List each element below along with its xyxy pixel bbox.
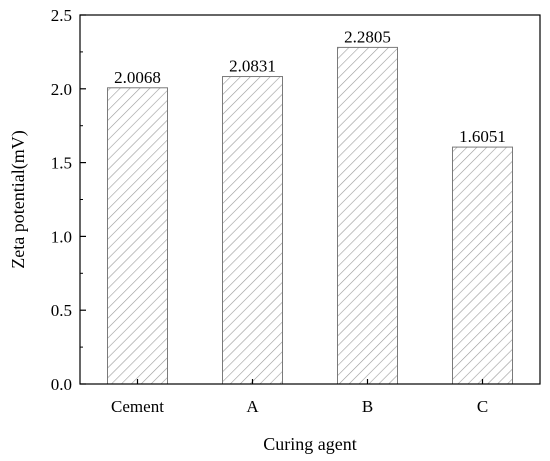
- bar-c: [452, 146, 513, 385]
- x-tick-label: Cement: [111, 397, 164, 416]
- data-label-cement: 2.0068: [114, 68, 161, 87]
- y-tick-label: 0.0: [51, 375, 72, 394]
- y-tick-label: 2.5: [51, 6, 72, 25]
- data-label-b: 2.2805: [344, 27, 391, 46]
- y-tick-label: 1.5: [51, 154, 72, 173]
- y-tick-label: 2.0: [51, 80, 72, 99]
- y-tick-label: 0.5: [51, 301, 72, 320]
- x-axis-ticks: Cement A B C: [111, 379, 488, 416]
- bar-a: [222, 76, 283, 385]
- x-tick-label: A: [246, 397, 259, 416]
- data-label-a: 2.0831: [229, 57, 276, 76]
- x-axis-title: Curing agent: [263, 434, 356, 454]
- x-tick-label: B: [362, 397, 373, 416]
- y-axis-ticks: 0.0 0.5 1.0 1.5 2.0 2.5: [51, 6, 86, 394]
- bar-cement: [107, 87, 168, 385]
- data-labels-group: 2.0068 2.0831 2.2805 1.6051: [114, 27, 506, 146]
- y-axis-title: Zeta potential(mV): [8, 130, 29, 268]
- bar-b: [337, 46, 398, 385]
- y-tick-label: 1.0: [51, 227, 72, 246]
- data-label-c: 1.6051: [459, 127, 506, 146]
- x-tick-label: C: [477, 397, 488, 416]
- bars-group: [107, 46, 513, 385]
